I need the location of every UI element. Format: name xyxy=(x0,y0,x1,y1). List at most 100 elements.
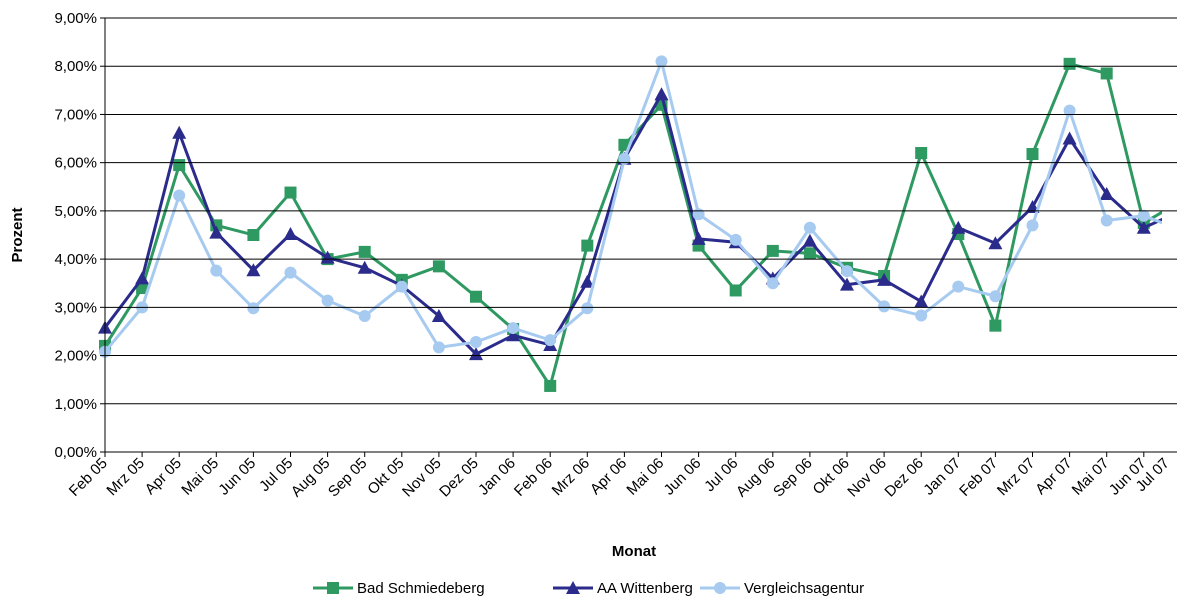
marker xyxy=(840,277,854,291)
x-tick-label: Apr 05 xyxy=(142,455,185,498)
y-tick-label: 2,00% xyxy=(54,348,97,365)
x-tick-label: Sep 06 xyxy=(770,455,816,501)
y-tick-label: 5,00% xyxy=(54,203,97,220)
x-axis-label: Monat xyxy=(612,543,656,560)
x-tick-label: Feb 05 xyxy=(66,455,111,500)
marker xyxy=(431,309,446,323)
marker xyxy=(729,233,742,246)
marker xyxy=(1026,147,1039,160)
marker xyxy=(581,302,594,315)
marker xyxy=(506,328,521,342)
marker xyxy=(655,55,668,68)
marker xyxy=(247,302,260,315)
marker xyxy=(327,582,339,594)
marker xyxy=(1062,131,1077,145)
marker xyxy=(469,347,483,361)
marker xyxy=(507,322,520,335)
x-tick-label: Feb 07 xyxy=(956,455,1001,500)
marker xyxy=(135,271,150,285)
x-tick-label: Dez 06 xyxy=(881,455,927,501)
marker xyxy=(915,309,928,322)
x-tick-label: Apr 06 xyxy=(587,455,630,498)
marker xyxy=(714,582,726,594)
marker xyxy=(877,272,892,286)
marker xyxy=(358,310,371,323)
marker xyxy=(395,280,408,293)
x-tick-label: Jan 06 xyxy=(475,455,519,499)
y-tick-label: 7,00% xyxy=(54,106,97,123)
marker xyxy=(209,225,224,239)
marker xyxy=(766,277,779,290)
marker xyxy=(729,284,742,297)
x-tick-label: Jan 07 xyxy=(920,455,964,499)
marker xyxy=(544,334,557,347)
x-tick-label: Mai 07 xyxy=(1069,455,1113,499)
y-tick-label: 9,00% xyxy=(54,10,97,27)
y-axis-label: Prozent xyxy=(9,207,26,262)
marker xyxy=(692,208,705,221)
x-tick-label: Mai 05 xyxy=(178,455,222,499)
marker xyxy=(841,265,853,278)
marker xyxy=(802,233,817,247)
marker xyxy=(470,336,482,349)
marker xyxy=(173,159,186,172)
marker xyxy=(1026,219,1039,232)
y-tick-label: 8,00% xyxy=(54,58,97,75)
marker xyxy=(246,263,261,277)
marker xyxy=(247,229,260,241)
marker xyxy=(1136,220,1151,234)
marker xyxy=(566,581,580,594)
legend-label: Vergleichsagentur xyxy=(744,580,864,597)
marker xyxy=(952,280,965,293)
marker xyxy=(654,87,669,101)
y-tick-label: 1,00% xyxy=(54,396,97,413)
plot-area xyxy=(98,55,1162,392)
marker xyxy=(951,220,966,234)
marker xyxy=(581,239,594,252)
marker xyxy=(284,186,297,199)
marker xyxy=(210,264,223,277)
marker xyxy=(544,379,557,392)
marker xyxy=(691,231,706,245)
marker xyxy=(1100,67,1113,80)
series-line xyxy=(103,56,1162,353)
marker xyxy=(766,244,779,257)
x-tick-label: Dez 05 xyxy=(436,455,482,501)
marker xyxy=(321,294,334,307)
marker xyxy=(172,125,187,139)
y-tick-label: 4,00% xyxy=(54,251,97,268)
x-tick-label: Aug 06 xyxy=(733,455,779,501)
x-tick-label: Mrz 06 xyxy=(549,455,593,499)
marker xyxy=(989,290,1002,303)
marker xyxy=(803,221,816,234)
y-tick-label: 0,00% xyxy=(54,444,97,461)
x-tick-label: Mrz 07 xyxy=(994,455,1038,499)
marker xyxy=(1063,57,1076,70)
x-tick-label: Nov 06 xyxy=(844,455,890,501)
marker xyxy=(432,341,445,354)
marker xyxy=(432,260,445,273)
marker xyxy=(580,274,595,288)
marker xyxy=(284,266,297,279)
axes: 0,00% 1,00% 2,00% 3,00% 4,00% 5,00% 6,00% 7,00%… xyxy=(54,10,1177,500)
x-tick-label: Sep 05 xyxy=(325,455,371,501)
marker xyxy=(989,319,1002,332)
marker xyxy=(1137,209,1150,222)
marker xyxy=(914,294,929,308)
marker xyxy=(1099,187,1114,201)
marker xyxy=(988,236,1003,250)
y-tick-label: 3,00% xyxy=(54,299,97,316)
marker xyxy=(320,250,335,264)
x-tick-label: Mai 06 xyxy=(623,455,667,499)
legend-label: Bad Schmiedeberg xyxy=(357,580,485,597)
marker xyxy=(1063,104,1076,117)
marker xyxy=(878,300,891,313)
y-tick-label: 6,00% xyxy=(54,155,97,172)
marker xyxy=(803,247,816,260)
x-tick-label: Feb 06 xyxy=(511,455,556,500)
x-tick-label: Jun 05 xyxy=(215,455,259,499)
marker xyxy=(470,290,482,303)
legend-label: AA Wittenberg xyxy=(597,580,693,597)
marker xyxy=(915,147,928,160)
